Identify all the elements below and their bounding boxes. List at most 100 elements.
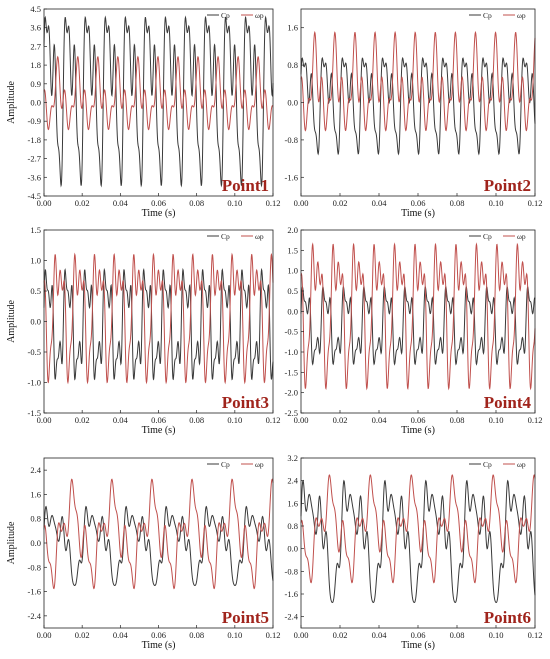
- chart-panel-4: 0.00 0.02 0.04 0.06 0.08 0.10 0.12 2.0 1.5 1.0 0.5…: [285, 225, 543, 436]
- x-axis-label: Time (s): [142, 425, 176, 436]
- plot-frame: [43, 8, 274, 197]
- x-tick-label: 0.02: [333, 630, 348, 640]
- y-tick-label: 2.4: [287, 476, 298, 486]
- y-axis-label: Amplitude: [6, 81, 17, 124]
- x-tick-label: 0.12: [266, 198, 281, 208]
- y-tick-label: -2.0: [285, 388, 298, 398]
- chart-panel-5: 0.00 0.02 0.04 0.06 0.08 0.10 0.12 2.4 1.6 0.8 0.0…: [6, 457, 281, 651]
- legend-label: ωp: [517, 11, 526, 20]
- x-tick-label: 0.10: [227, 198, 242, 208]
- y-tick-label: 3.2: [287, 453, 298, 463]
- legend-label: ωp: [255, 11, 264, 20]
- x-tick-label: 0.12: [266, 415, 281, 425]
- x-tick-label: 0.04: [372, 415, 388, 425]
- y-tick-label: -2.4: [28, 611, 42, 621]
- x-tick-label: 0.10: [489, 630, 504, 640]
- plot-frame: [300, 457, 536, 629]
- x-tick-label: 0.08: [189, 415, 204, 425]
- series-line-cp: [43, 15, 274, 188]
- legend-label: ωp: [255, 460, 264, 469]
- series-line-wp: [300, 30, 536, 132]
- plot-frame: [43, 457, 274, 629]
- x-tick-label: 0.06: [411, 198, 426, 208]
- legend-label: ωp: [517, 232, 526, 241]
- y-tick-label: 1.0: [287, 266, 298, 276]
- legend: Cp ωp: [469, 232, 526, 241]
- x-tick-label: 0.08: [450, 415, 465, 425]
- legend-label: ωp: [255, 232, 264, 241]
- panel-label: Point6: [484, 608, 531, 627]
- x-tick-label: 0.10: [489, 415, 504, 425]
- x-tick-label: 0.04: [372, 198, 388, 208]
- y-tick-label: -0.8: [28, 562, 41, 572]
- series-line-cp: [43, 267, 274, 381]
- x-axis-label: Time (s): [142, 208, 176, 219]
- y-tick-label: -1.5: [28, 408, 41, 418]
- x-tick-label: 0.00: [37, 198, 52, 208]
- x-tick-label: 0.12: [528, 198, 543, 208]
- y-tick-label: -2.7: [28, 154, 41, 164]
- y-tick-label: 2.4: [30, 465, 41, 475]
- x-tick-label: 0.12: [528, 415, 543, 425]
- y-tick-label: 3.6: [30, 23, 41, 33]
- y-tick-label: 0.0: [30, 317, 41, 327]
- x-axis-label: Time (s): [401, 425, 435, 436]
- y-tick-label: 1.5: [287, 245, 298, 255]
- y-tick-label: 1.5: [30, 225, 41, 235]
- x-tick-label: 0.12: [528, 630, 543, 640]
- x-tick-label: 0.02: [75, 630, 90, 640]
- x-tick-label: 0.02: [75, 415, 90, 425]
- y-tick-label: 0.0: [30, 538, 41, 548]
- x-tick-label: 0.00: [294, 630, 309, 640]
- y-tick-label: -0.9: [28, 116, 41, 126]
- y-tick-label: -2.5: [285, 408, 298, 418]
- panel-label: Point2: [484, 176, 531, 195]
- legend: Cp ωp: [469, 460, 526, 469]
- legend: Cp ωp: [207, 11, 264, 20]
- series-line-wp: [300, 242, 536, 391]
- chart-panel-3: 0.00 0.02 0.04 0.06 0.08 0.10 0.12 1.5 1.0 0.5 0.0…: [6, 225, 280, 436]
- y-tick-label: 0.8: [30, 514, 41, 524]
- y-tick-label: 0.0: [287, 544, 298, 554]
- legend-label: Cp: [483, 232, 492, 241]
- legend-label: Cp: [483, 460, 492, 469]
- y-tick-label: 1.6: [287, 498, 298, 508]
- x-tick-label: 0.12: [266, 630, 281, 640]
- x-axis-label: Time (s): [401, 208, 435, 219]
- y-tick-label: 0.0: [287, 306, 298, 316]
- legend: Cp ωp: [207, 232, 264, 241]
- y-tick-label: 0.5: [287, 286, 298, 296]
- series-line-wp: [43, 478, 274, 590]
- y-tick-label: 1.6: [287, 23, 298, 33]
- x-tick-label: 0.08: [189, 630, 204, 640]
- series-line-cp: [300, 56, 536, 156]
- x-tick-label: 0.08: [450, 198, 465, 208]
- legend-label: Cp: [221, 460, 230, 469]
- x-tick-label: 0.10: [227, 415, 242, 425]
- y-tick-label: 0.0: [287, 98, 298, 108]
- y-tick-label: 0.0: [30, 98, 41, 108]
- y-tick-label: -1.6: [285, 172, 298, 182]
- y-tick-label: 2.0: [287, 225, 298, 235]
- y-tick-label: 0.9: [30, 79, 41, 89]
- x-tick-label: 0.04: [113, 198, 129, 208]
- panel-label: Point1: [222, 176, 269, 195]
- y-tick-label: -0.5: [285, 327, 298, 337]
- y-tick-label: -1.0: [285, 347, 298, 357]
- y-tick-label: -0.8: [285, 566, 298, 576]
- y-axis-label: Amplitude: [6, 521, 17, 564]
- x-tick-label: 0.06: [411, 630, 426, 640]
- y-tick-label: 1.8: [30, 60, 41, 70]
- x-tick-label: 0.10: [227, 630, 242, 640]
- chart-panel-2: 0.00 0.02 0.04 0.06 0.08 0.10 0.12 1.6 0.8 0.0 -0.…: [285, 8, 543, 219]
- x-tick-label: 0.04: [113, 415, 129, 425]
- x-tick-label: 0.06: [151, 415, 166, 425]
- y-axis-label: Amplitude: [6, 300, 17, 343]
- y-tick-label: -1.8: [28, 135, 41, 145]
- x-tick-label: 0.10: [489, 198, 504, 208]
- y-tick-label: -0.8: [285, 135, 298, 145]
- x-tick-label: 0.08: [189, 198, 204, 208]
- x-tick-label: 0.08: [450, 630, 465, 640]
- series-line-cp: [300, 285, 536, 366]
